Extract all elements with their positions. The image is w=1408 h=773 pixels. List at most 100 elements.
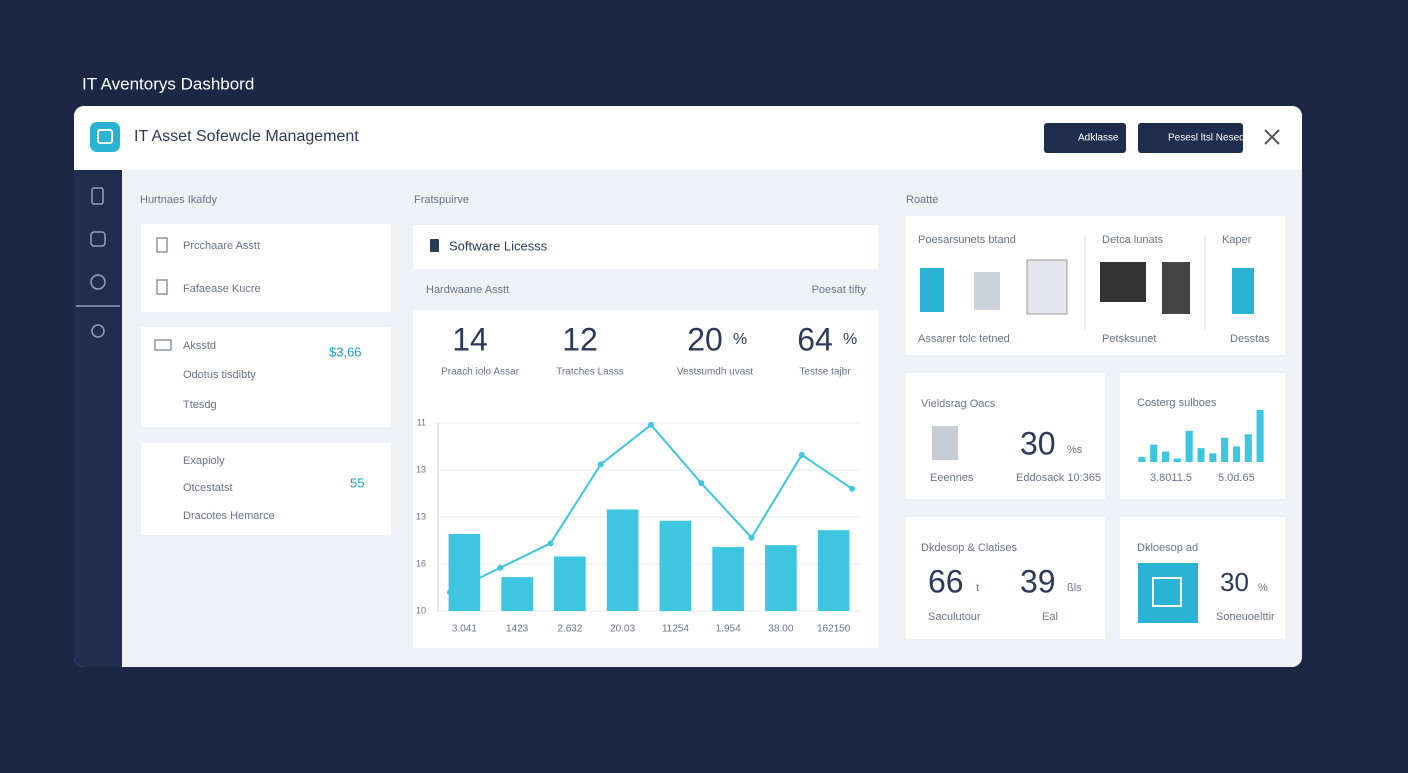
card <box>141 443 391 535</box>
x-tick-label: 11254 <box>662 624 690 635</box>
line-point <box>849 485 855 492</box>
bar <box>448 533 481 611</box>
icon <box>156 237 168 253</box>
caption: Eddosack 10:365 <box>1016 472 1101 484</box>
stat-value: 20 <box>687 321 723 357</box>
caption: Saculutour <box>928 611 981 623</box>
caption: Soneuoelttir <box>1216 611 1275 623</box>
logo-glyph <box>97 129 113 144</box>
line-point <box>748 534 755 541</box>
stat-unit: % <box>843 331 857 348</box>
line-point <box>447 589 453 596</box>
y-tick-label: 11 <box>417 417 426 427</box>
bar <box>1173 458 1181 462</box>
bar <box>817 530 850 611</box>
bar <box>1244 434 1252 462</box>
stat-value: 14 <box>452 321 488 357</box>
metric-unit: %s <box>1067 444 1083 456</box>
sidebar <box>74 170 122 667</box>
bar <box>1138 456 1146 462</box>
item: Ttesdg <box>183 399 217 411</box>
button-label[interactable]: Adklasse <box>1078 133 1119 144</box>
bar <box>1256 410 1264 462</box>
card <box>141 327 391 427</box>
y-tick-label: 13 <box>416 511 426 521</box>
icon <box>154 339 172 351</box>
card-value: $3,66 <box>329 344 362 359</box>
metric: 30 <box>1020 425 1056 461</box>
device-title: Detca lunats <box>1102 234 1164 246</box>
bar <box>1209 453 1217 462</box>
item: Exapioly <box>183 455 225 467</box>
card <box>906 517 1105 639</box>
device-caption: Assarer tolc tetned <box>918 333 1010 345</box>
item: Fafaease Kucre <box>183 283 261 295</box>
icon <box>1138 563 1198 623</box>
x-tick-label: 1.954 <box>716 624 741 635</box>
section-heading: Hurtnaes Ikafdy <box>140 194 218 206</box>
x-tick-label: 20.03 <box>610 624 635 635</box>
stat-label: Vestsumdh uvast <box>677 367 753 378</box>
card-title: Costerg sulboes <box>1137 397 1217 409</box>
section-heading: Fratspuirve <box>414 194 469 206</box>
device-caption: Petsksunet <box>1102 333 1156 345</box>
metric: 30 <box>1220 567 1249 597</box>
item: Odotus tisdibty <box>183 369 256 381</box>
metric-unit: ßls <box>1067 582 1082 594</box>
card-title: Dkdesop & Clatises <box>921 542 1017 554</box>
bar <box>1185 430 1193 462</box>
bar <box>712 547 744 611</box>
item: Aksstd <box>183 340 216 352</box>
subheading: Poesat tifty <box>812 284 867 296</box>
bar <box>765 545 797 611</box>
line-point <box>497 564 504 571</box>
line-point <box>547 540 554 547</box>
caption: Eeennes <box>930 472 974 484</box>
line-point <box>597 461 604 468</box>
caption: 5.0d.65 <box>1218 472 1255 484</box>
stat-value: 64 <box>797 321 833 357</box>
button-label[interactable]: Pesesl ltsl Nesed <box>1168 133 1245 144</box>
bar <box>1221 437 1229 462</box>
metric: 39 <box>1020 563 1056 599</box>
device-title: Poesarsunets btand <box>918 234 1016 246</box>
bar <box>1150 444 1158 462</box>
button[interactable] <box>1044 123 1126 153</box>
icon <box>932 426 958 460</box>
chart-card <box>413 310 878 648</box>
y-tick-label: 16 <box>416 558 426 568</box>
stat-value: 12 <box>562 321 598 357</box>
bar <box>1197 448 1205 462</box>
item: Prcchaare Asstt <box>183 240 260 252</box>
card-value: 55 <box>350 475 364 490</box>
card-title: Dkloesop ad <box>1137 542 1198 554</box>
metric-unit: t <box>976 582 979 594</box>
device-images <box>920 259 1254 315</box>
item: Otcestatst <box>183 482 233 494</box>
stat-label: Tratches Lasss <box>556 367 623 378</box>
x-tick-label: 38.00 <box>768 624 793 635</box>
y-tick-label: 10 <box>416 605 426 615</box>
bar <box>1232 446 1240 462</box>
x-tick-label: 3.041 <box>452 624 477 635</box>
sidebar-icons <box>76 187 120 338</box>
bar <box>1162 451 1170 462</box>
device-caption: Desstas <box>1230 333 1270 345</box>
card-title: Vieldsrag Oacs <box>921 398 996 410</box>
app-title: IT Asset Sofewcle Management <box>134 128 359 145</box>
stat-label: Praach iolo Assar <box>441 367 519 378</box>
stat-label: Testse tajbr <box>799 367 851 378</box>
y-tick-label: 13 <box>416 464 426 474</box>
bar <box>554 556 586 611</box>
icon <box>156 279 168 295</box>
card <box>141 224 391 312</box>
caption: Eal <box>1042 611 1058 623</box>
icon-glyph <box>1152 577 1182 607</box>
close-button[interactable] <box>1264 129 1280 145</box>
item: Dracotes Hemarce <box>183 510 275 522</box>
button[interactable] <box>1138 123 1243 153</box>
bar <box>659 520 692 611</box>
icon <box>430 239 439 252</box>
devices-card <box>906 216 1285 355</box>
